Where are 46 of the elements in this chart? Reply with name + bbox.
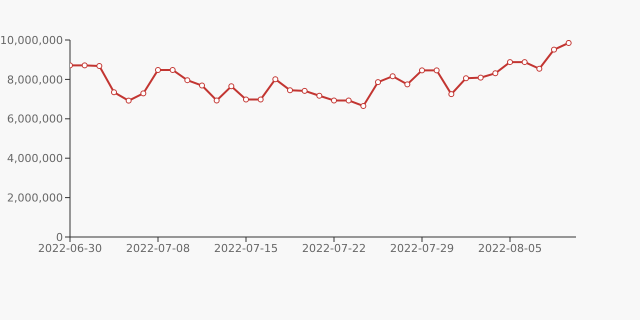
point	[155, 66, 161, 73]
point	[360, 102, 366, 109]
point	[448, 91, 454, 98]
point	[316, 92, 322, 99]
point	[287, 87, 293, 94]
y-tick-label: 8,000,000	[7, 73, 63, 86]
x-tick-label: 2022-06-30	[38, 242, 102, 255]
point	[478, 74, 484, 81]
point	[331, 97, 337, 104]
point	[404, 81, 410, 88]
y-tick-label: 4,000,000	[7, 152, 63, 166]
x-tick-label: 2022-07-29	[390, 242, 454, 255]
x-tick-label: 2022-08-05	[478, 242, 542, 255]
point	[390, 73, 396, 80]
x-tick-label: 2022-07-08	[126, 242, 190, 255]
y-tick-label: 2,000,000	[7, 192, 63, 205]
point	[82, 62, 88, 68]
point	[463, 75, 469, 82]
point	[126, 98, 132, 104]
point	[258, 96, 264, 102]
point	[434, 67, 440, 74]
point	[228, 83, 234, 90]
point	[199, 82, 205, 89]
y-tick-label: 0	[56, 230, 63, 244]
point	[419, 67, 425, 74]
point	[214, 97, 220, 104]
point	[111, 89, 117, 96]
point	[140, 90, 146, 96]
y-tick-label: 10,000,000	[0, 34, 63, 47]
point	[302, 88, 308, 94]
point	[507, 59, 513, 66]
point	[551, 46, 557, 53]
point	[346, 97, 352, 104]
point	[272, 76, 278, 82]
point	[522, 59, 528, 66]
x-tick-label: 2022-07-22	[302, 242, 366, 255]
point	[184, 77, 190, 84]
point	[375, 79, 381, 86]
point	[170, 66, 176, 73]
point	[492, 70, 498, 76]
point	[566, 40, 572, 46]
point	[96, 63, 102, 70]
point	[243, 96, 249, 102]
x-tick-label: 2022-07-15	[214, 242, 278, 255]
y-tick-label: 6,000,000	[7, 112, 63, 126]
point	[536, 66, 542, 72]
